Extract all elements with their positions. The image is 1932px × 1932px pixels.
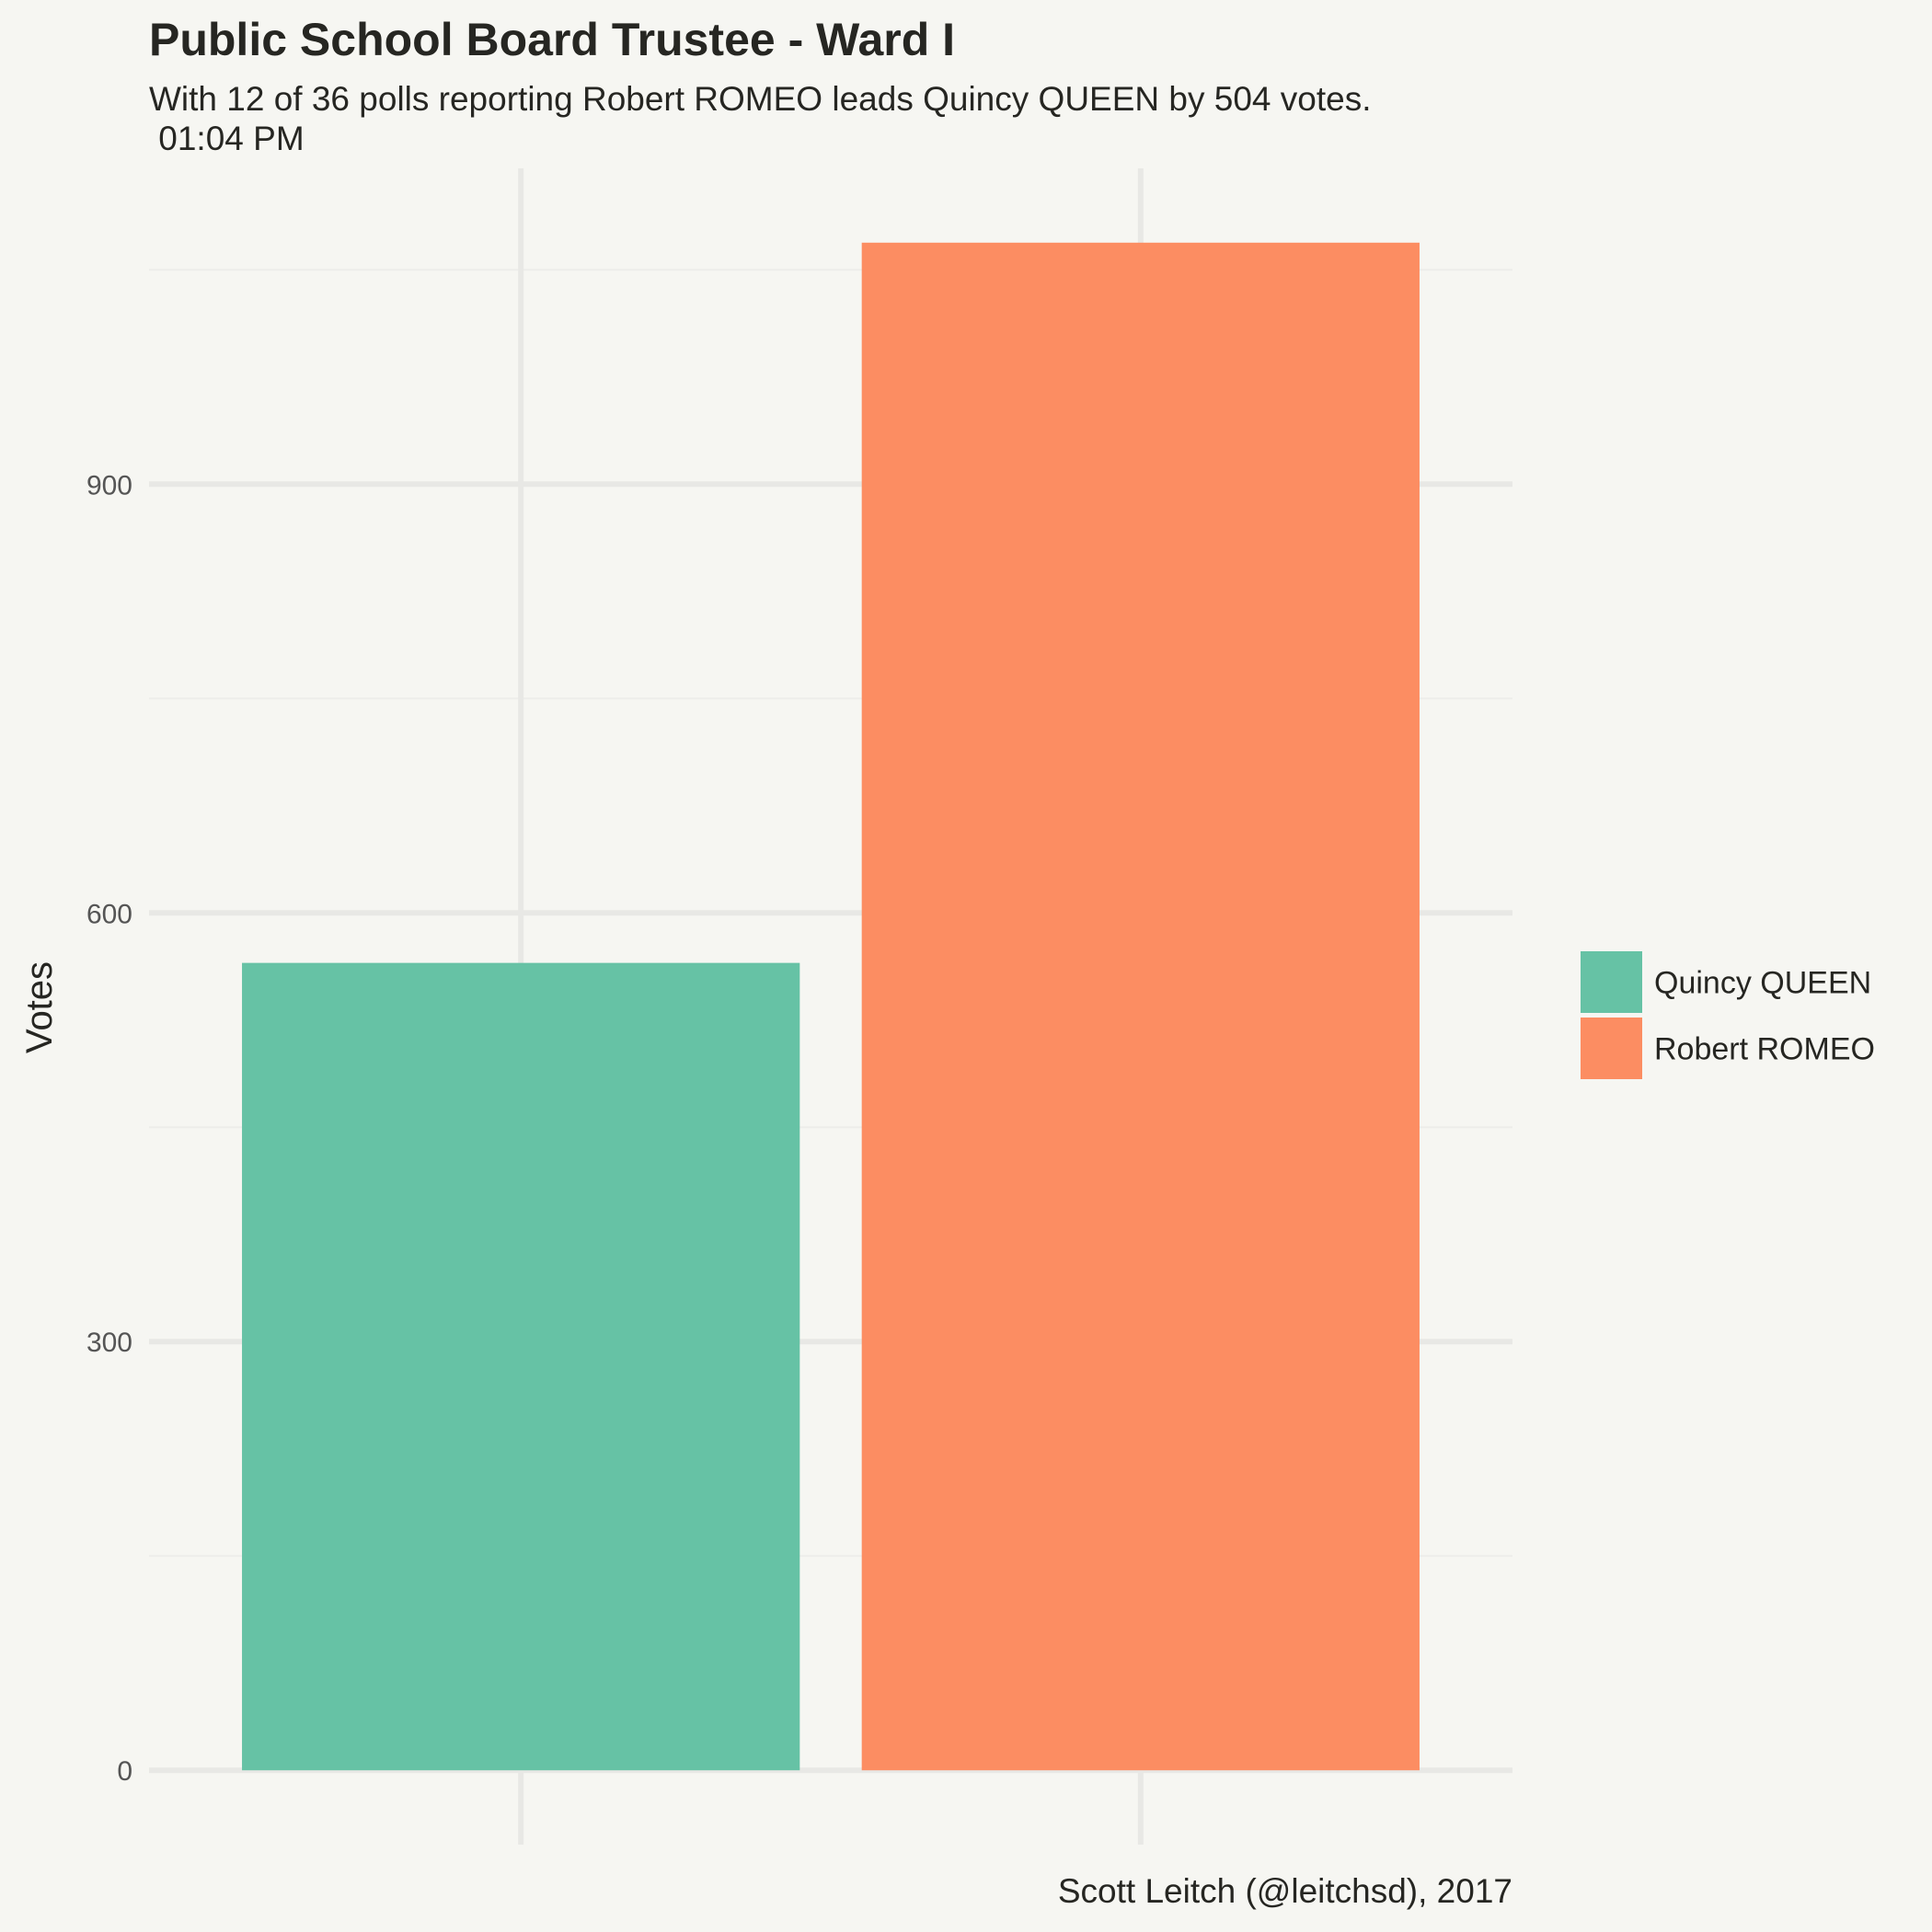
chart-subtitle: With 12 of 36 polls reporting Robert ROM…	[149, 80, 1371, 118]
y-tick-label: 300	[86, 1328, 132, 1358]
legend-label: Quincy QUEEN	[1654, 966, 1871, 1001]
chart-title: Public School Board Trustee - Ward I	[149, 14, 955, 65]
y-axis-label: Votes	[19, 961, 60, 1053]
legend-key	[1581, 951, 1642, 1013]
chart-subtitle-time: 01:04 PM	[149, 120, 305, 157]
y-axis-ticks: 0 300 600 900	[86, 470, 132, 1787]
chart-caption: Scott Leitch (@leitchsd), 2017	[1058, 1872, 1512, 1910]
legend-label: Robert ROMEO	[1654, 1032, 1875, 1067]
legend-key	[1581, 1018, 1642, 1079]
y-tick-label: 900	[86, 470, 132, 500]
bar-quincy-queen	[242, 962, 800, 1771]
bar-robert-romeo	[861, 242, 1420, 1771]
y-tick-label: 0	[117, 1756, 132, 1787]
y-tick-label: 600	[86, 899, 132, 929]
legend: Quincy QUEEN Robert ROMEO	[1581, 951, 1875, 1079]
bars	[242, 242, 1420, 1771]
